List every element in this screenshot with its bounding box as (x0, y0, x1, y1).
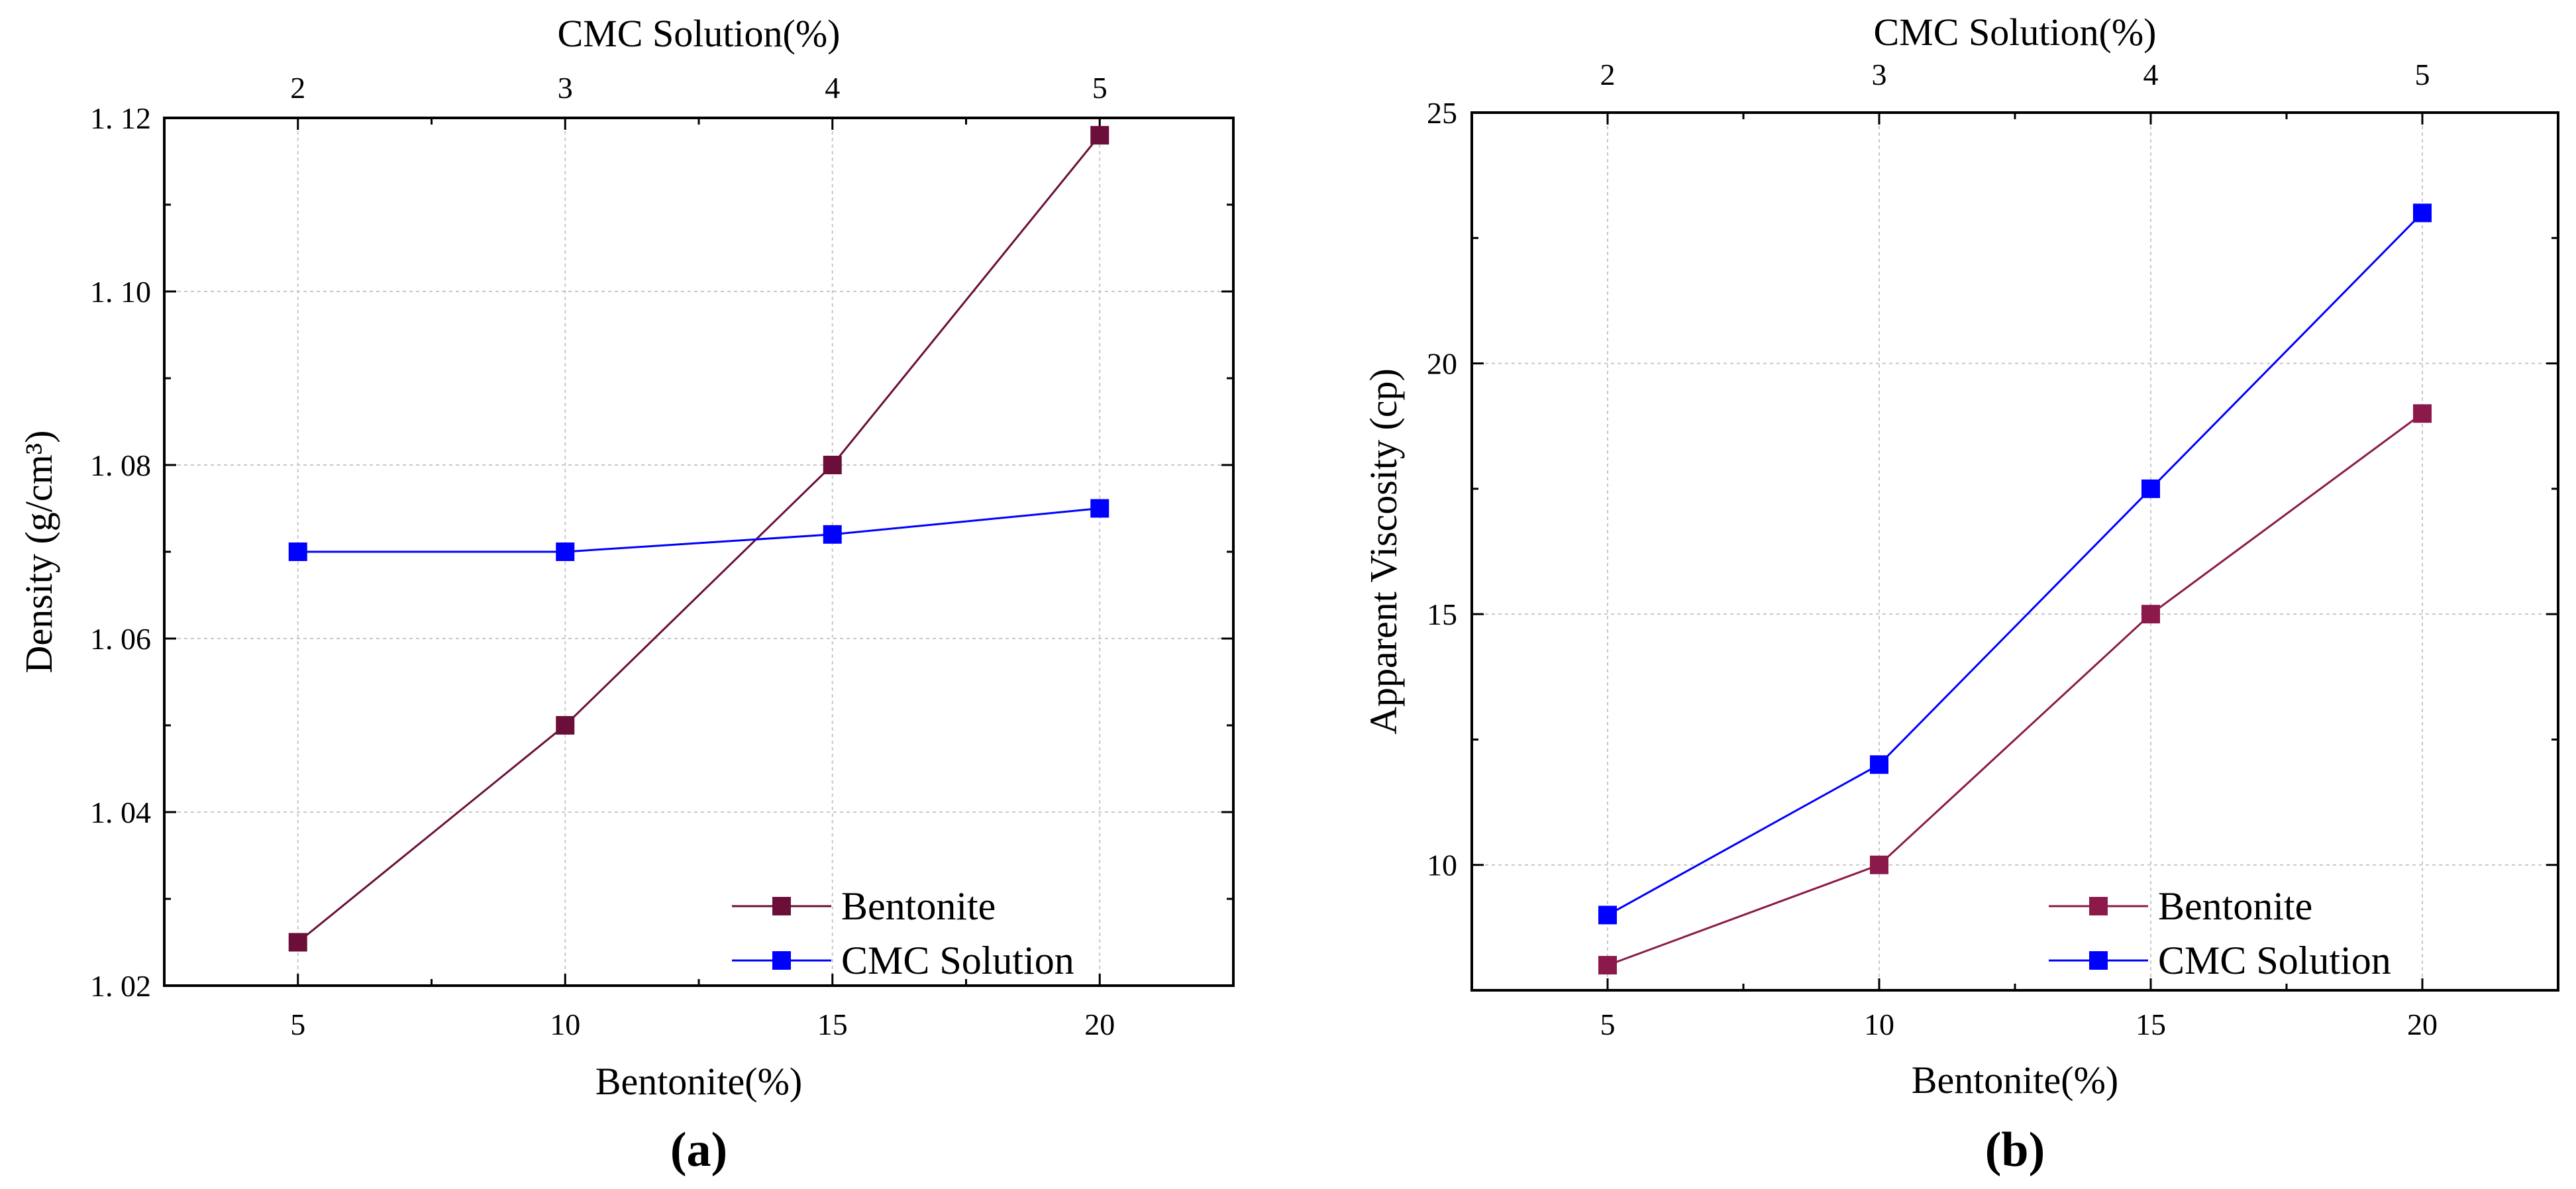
y-axis-title: Density (g/cm³) (17, 431, 60, 674)
data-point-cmc-solution (2141, 479, 2160, 498)
data-point-bentonite (2141, 605, 2160, 624)
y-tick-label: 1. 06 (90, 622, 151, 656)
data-point-cmc-solution (1870, 755, 1888, 774)
legend-label: Bentonite (2158, 884, 2312, 928)
legend-marker (2089, 951, 2108, 970)
x2-tick-label: 4 (825, 71, 840, 105)
x-tick-label: 20 (2407, 1008, 2438, 1041)
y-tick-label: 1. 12 (90, 101, 151, 135)
panel-label: (b) (1985, 1123, 2045, 1177)
legend-marker (772, 897, 791, 915)
data-point-bentonite (2413, 404, 2432, 423)
data-point-bentonite (1870, 855, 1888, 874)
y-tick-label: 1. 10 (90, 275, 151, 309)
legend-label: CMC Solution (2158, 939, 2391, 982)
data-point-bentonite (288, 933, 307, 952)
legend: Bentonite CMC Solution (732, 884, 1074, 982)
data-point-cmc-solution (556, 543, 575, 561)
data-point-cmc-solution (2413, 203, 2432, 223)
x-tick-label: 15 (2136, 1008, 2166, 1041)
chart-panel-b: 5 2 10 3 15 4 20 5 10 15 20 25 Bentonite CMC Solution… (1362, 11, 2559, 1177)
x-tick-label: 5 (290, 1008, 305, 1041)
y-axis-title: Apparent Viscosity (cp) (1362, 368, 1405, 735)
plot-frame (1470, 111, 2559, 992)
legend-marker (772, 951, 791, 970)
x-tick-label: 5 (1600, 1008, 1616, 1041)
data-point-cmc-solution (1598, 905, 1617, 925)
x-tick-label: 10 (550, 1008, 580, 1041)
y-tick-label: 1. 08 (90, 448, 151, 482)
legend: Bentonite CMC Solution (2049, 884, 2391, 982)
data-point-bentonite (556, 716, 575, 735)
data-point-bentonite (823, 456, 842, 474)
x-axis-title: Bentonite(%) (595, 1060, 802, 1103)
x2-tick-label: 2 (1600, 58, 1616, 91)
x2-tick-label: 4 (2143, 58, 2159, 91)
x2-tick-label: 2 (290, 71, 305, 105)
legend-label: CMC Solution (841, 939, 1074, 982)
series-line-cmc-solution (1607, 212, 2424, 916)
y-tick-label: 1. 02 (90, 969, 151, 1003)
y-tick-label: 10 (1427, 849, 1457, 882)
x2-tick-label: 3 (1872, 58, 1887, 91)
data-point-cmc-solution (288, 543, 307, 561)
y-tick-label: 20 (1427, 347, 1457, 381)
x2-tick-label: 3 (558, 71, 573, 105)
x2-tick-label: 5 (1092, 71, 1108, 105)
x-tick-label: 10 (1864, 1008, 1894, 1041)
x2-axis-title: CMC Solution(%) (1874, 11, 2157, 54)
x-axis-title: Bentonite(%) (1912, 1059, 2118, 1102)
y-tick-label: 15 (1427, 597, 1457, 631)
legend-label: Bentonite (841, 884, 996, 928)
data-point-bentonite (1598, 956, 1617, 975)
panel-label: (a) (670, 1123, 727, 1177)
data-point-cmc-solution (1090, 499, 1109, 518)
x-tick-label: 15 (817, 1008, 848, 1041)
x2-axis-title: CMC Solution(%) (558, 12, 841, 55)
data-point-cmc-solution (823, 525, 842, 544)
legend-marker (2089, 897, 2108, 915)
series-line-bentonite (297, 134, 1101, 943)
series-line-bentonite (1607, 413, 2423, 966)
y-tick-label: 1. 04 (90, 796, 151, 829)
data-point-bentonite (1090, 126, 1109, 145)
y-tick-label: 25 (1427, 96, 1457, 130)
x2-tick-label: 5 (2415, 58, 2430, 91)
chart-panel-a: 5 2 10 3 15 4 20 5 1. 02 1. 04 1. 06 1. 08 1. 10 1. 1… (17, 12, 1235, 1177)
x-tick-label: 20 (1084, 1008, 1115, 1041)
series-line-cmc-solution (297, 507, 1100, 553)
